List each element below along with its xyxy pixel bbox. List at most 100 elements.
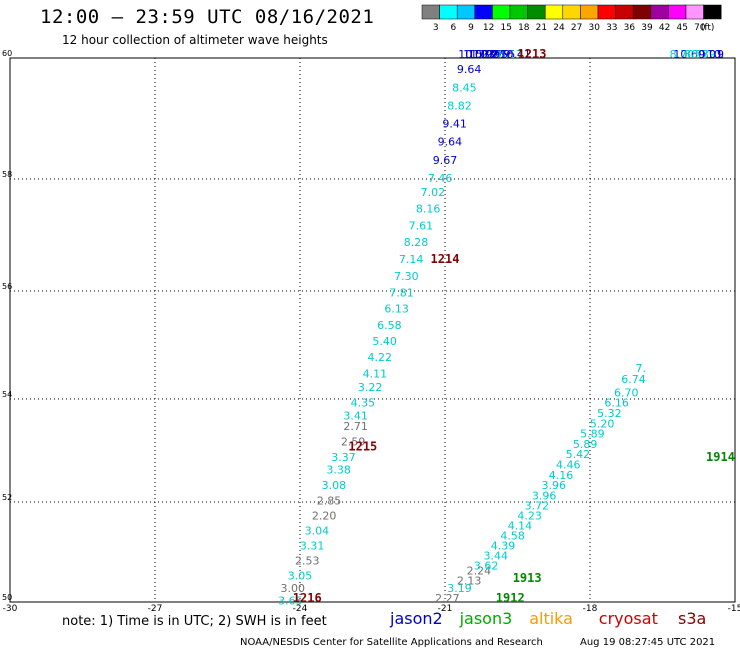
swh-value-label: 4.23 [517,510,542,523]
colorbar-label: 12 [483,23,494,33]
swh-value-label: 7. [636,362,647,375]
swh-value-label: 7.02 [421,186,446,199]
swh-value-label: 2.71 [343,420,368,433]
swh-value-label: 2.27 [435,592,460,605]
colorbar-swatch [597,4,616,20]
swh-value-label: 9.64 [438,136,463,149]
colorbar-swatch [527,4,546,20]
colorbar-swatch [421,4,440,20]
colorbar-label: 3 [433,23,439,33]
x-tick-label: -18 [583,604,598,614]
colorbar-swatch [632,4,652,20]
swh-value-label: 4.14 [508,520,533,533]
swh-value-label: 11.26 [473,48,505,61]
swh-value-label: 8.39 [691,48,716,61]
colorbar-label: 15 [500,23,511,33]
swh-value-label: 9.01 [699,48,724,61]
swh-value-label: 10.41 [499,48,531,61]
swh-value-label: 9.23 [481,48,506,61]
chart-subtitle: 12 hour collection of altimeter wave hei… [62,33,328,47]
swh-value-label: 6.16 [604,397,629,410]
legend-satellite: s3a [678,609,706,628]
swh-value-label: 3.04 [305,525,330,538]
swh-value-label: 4.46 [556,459,581,472]
swh-value-label: 4.58 [500,530,525,543]
swh-value-label: 10.98 [468,48,500,61]
swh-value-label: 8.16 [416,203,441,216]
colorbar-label: 45 [676,23,687,33]
x-tick-label: -30 [3,604,18,614]
x-tick-label: -24 [293,604,308,614]
colorbar-label: 70 [694,23,706,33]
swh-value-label: 3.08 [322,479,347,492]
colorbar-swatch [668,4,687,20]
colorbar-swatch [703,4,722,20]
swh-value-label: 9.67 [433,154,458,167]
swh-value-label: 3.00 [281,582,306,595]
colorbar-swatch [456,4,476,20]
swh-value-label: 3.96 [532,489,557,502]
colorbar-label: 33 [606,23,617,33]
footer-credit: NOAA/NESDIS Center for Satellite Applica… [240,637,543,648]
swh-value-label: 3.72 [525,500,550,513]
swh-value-label: 9.55 [491,48,516,61]
swh-value-label: 2.53 [295,555,320,568]
colorbar-swatch [439,4,458,20]
swh-value-label: 8.82 [447,99,472,112]
swh-value-label: 3.96 [542,479,567,492]
colorbar-label: 39 [641,23,653,33]
pass-time-label: 1213 [518,47,547,61]
colorbar-swatch [685,4,704,20]
swh-value-label: 5.20 [590,417,615,430]
legend-satellite: jason2 [389,609,443,628]
colorbar-swatch [474,4,493,20]
x-tick-label: -21 [438,604,453,614]
pass-time-label: 1216 [293,591,322,605]
swh-value-label: 4.11 [363,367,388,380]
x-tick-label: -27 [148,604,163,614]
swh-value-label: 8.45 [452,81,477,94]
swh-value-label: 7.30 [394,270,419,283]
swh-value-label: 4.35 [351,397,376,410]
colorbar-swatch [615,4,634,20]
swh-value-label: 9.64 [457,63,482,76]
colorbar-unit: (ft) [701,23,715,33]
swh-value-label: 2.13 [457,575,482,588]
swh-value-label: 3.41 [343,410,368,423]
colorbar-label: 30 [588,23,600,33]
plot-frame [9,57,736,603]
swh-value-label: 10.60 [673,48,705,61]
swh-value-label: 3.44 [484,550,509,563]
swh-value-label: 3.22 [358,381,383,394]
x-tick-label: -15 [728,604,740,614]
swh-value-label: 10. [707,48,725,61]
swh-value-label: 6.74 [621,373,646,386]
swh-value-label: 3.37 [331,451,356,464]
colorbar-swatch [509,4,528,20]
colorbar-label: 21 [536,23,547,33]
pass-time-label: 1914 [706,450,735,464]
colorbar-label: 36 [624,23,636,33]
colorbar-label: 6 [451,23,457,33]
swh-value-label: 3.19 [447,582,472,595]
swh-value-label: 5.40 [372,335,397,348]
colorbar-label: 42 [659,23,670,33]
legend-note: note: 1) Time is in UTC; 2) SWH is in fe… [62,614,327,629]
swh-value-label: 8.13 [498,48,523,61]
pass-time-label: 1215 [348,440,377,454]
swh-value-label: 2.20 [312,510,337,523]
swh-value-label: 6.70 [614,386,639,399]
colorbar-label: 24 [553,23,565,33]
swh-value-label: 3.38 [326,464,351,477]
swh-value-label: 8.28 [404,236,429,249]
legend-satellite: jason3 [459,609,513,628]
swh-value-label: 9.41 [442,118,467,131]
swh-value-label: 7.61 [409,219,434,232]
swh-value-label: 8.70 [670,48,695,61]
swh-value-label: 9 [717,48,724,61]
colorbar-swatch [650,4,669,20]
swh-value-label: 5.89 [580,428,605,441]
swh-value-label: 8.57 [684,48,709,61]
swh-value-label: 6.58 [377,319,402,332]
